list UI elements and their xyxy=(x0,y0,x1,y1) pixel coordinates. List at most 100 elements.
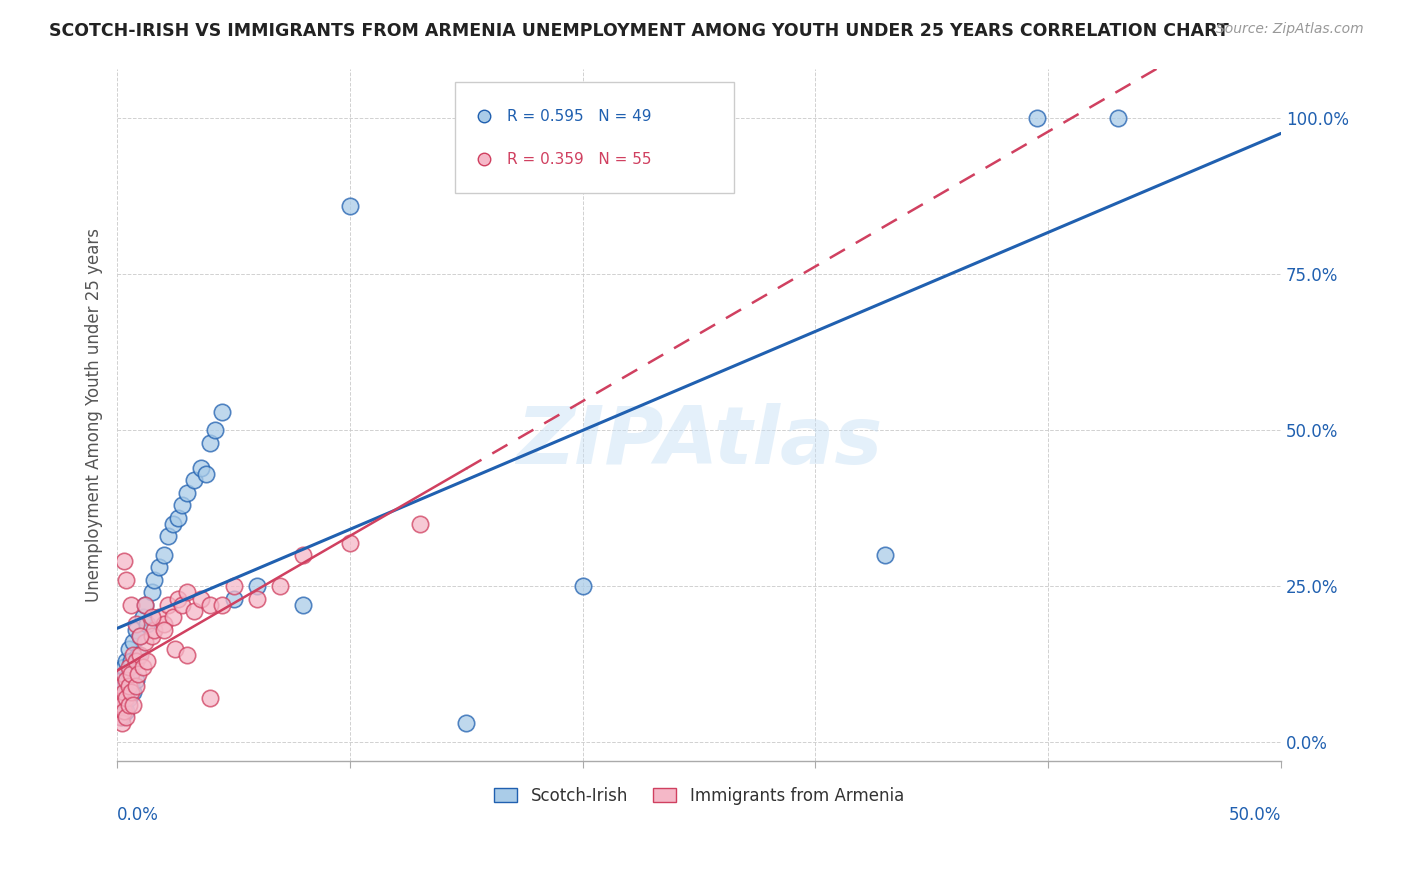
Point xyxy=(200,691,222,706)
Point xyxy=(292,548,315,562)
Point xyxy=(200,435,222,450)
Point xyxy=(127,666,149,681)
Point xyxy=(176,648,198,662)
Point xyxy=(129,648,152,662)
Point xyxy=(120,654,142,668)
Point xyxy=(112,698,135,712)
Point xyxy=(115,691,138,706)
Point xyxy=(200,598,222,612)
Point xyxy=(148,560,170,574)
Point xyxy=(118,698,141,712)
Point xyxy=(246,591,269,606)
Point xyxy=(111,698,134,712)
Point xyxy=(183,604,205,618)
Text: R = 0.359   N = 55: R = 0.359 N = 55 xyxy=(508,152,651,167)
Point xyxy=(152,548,174,562)
Point xyxy=(111,710,134,724)
Point xyxy=(204,423,226,437)
Point xyxy=(125,623,148,637)
Point xyxy=(165,641,187,656)
Point xyxy=(141,585,163,599)
Point xyxy=(172,498,194,512)
Text: R = 0.595   N = 49: R = 0.595 N = 49 xyxy=(508,109,651,124)
Point xyxy=(211,598,233,612)
Point xyxy=(125,679,148,693)
Point xyxy=(122,635,145,649)
Point xyxy=(111,679,134,693)
Point xyxy=(148,610,170,624)
Point xyxy=(129,629,152,643)
Point xyxy=(112,685,135,699)
Point xyxy=(118,691,141,706)
Point xyxy=(118,641,141,656)
Point xyxy=(112,554,135,568)
Point xyxy=(132,610,155,624)
Point xyxy=(125,673,148,687)
Point xyxy=(112,704,135,718)
Point xyxy=(246,579,269,593)
Point xyxy=(122,685,145,699)
Point xyxy=(118,679,141,693)
Point xyxy=(166,510,188,524)
Point xyxy=(190,591,212,606)
Point xyxy=(157,529,180,543)
Text: 50.0%: 50.0% xyxy=(1229,805,1281,824)
Point xyxy=(112,666,135,681)
Point xyxy=(292,598,315,612)
Point xyxy=(136,654,159,668)
Point xyxy=(108,691,131,706)
Point xyxy=(115,673,138,687)
Point xyxy=(176,585,198,599)
Point xyxy=(129,629,152,643)
Point xyxy=(115,704,138,718)
Point xyxy=(120,685,142,699)
Point xyxy=(108,710,131,724)
Point xyxy=(157,598,180,612)
Point xyxy=(127,648,149,662)
Point xyxy=(222,579,245,593)
Point xyxy=(162,516,184,531)
Point xyxy=(115,654,138,668)
Text: SCOTCH-IRISH VS IMMIGRANTS FROM ARMENIA UNEMPLOYMENT AMONG YOUTH UNDER 25 YEARS : SCOTCH-IRISH VS IMMIGRANTS FROM ARMENIA … xyxy=(49,22,1229,40)
Point xyxy=(409,516,432,531)
Point xyxy=(152,616,174,631)
Point xyxy=(143,573,166,587)
Point xyxy=(190,460,212,475)
Point xyxy=(134,598,156,612)
Point xyxy=(115,573,138,587)
Y-axis label: Unemployment Among Youth under 25 years: Unemployment Among Youth under 25 years xyxy=(86,227,103,602)
Point xyxy=(125,654,148,668)
Point xyxy=(115,685,138,699)
Legend: Scotch-Irish, Immigrants from Armenia: Scotch-Irish, Immigrants from Armenia xyxy=(488,780,911,812)
FancyBboxPatch shape xyxy=(454,82,734,194)
Point xyxy=(162,610,184,624)
Point xyxy=(136,616,159,631)
Point xyxy=(134,635,156,649)
Point xyxy=(122,648,145,662)
Point xyxy=(571,579,593,593)
Point xyxy=(269,579,291,593)
Point xyxy=(120,598,142,612)
Point xyxy=(143,623,166,637)
Point xyxy=(211,404,233,418)
Text: ZIPAtlas: ZIPAtlas xyxy=(516,403,882,482)
Point xyxy=(456,716,478,731)
Text: Source: ZipAtlas.com: Source: ZipAtlas.com xyxy=(1216,22,1364,37)
Point xyxy=(112,679,135,693)
Point xyxy=(141,610,163,624)
Point xyxy=(122,698,145,712)
Point xyxy=(183,473,205,487)
Point xyxy=(118,660,141,674)
Point xyxy=(134,598,156,612)
Point xyxy=(120,679,142,693)
Point xyxy=(112,660,135,674)
Point xyxy=(339,535,361,549)
Point xyxy=(132,660,155,674)
Point xyxy=(125,616,148,631)
Point xyxy=(172,598,194,612)
Point xyxy=(111,673,134,687)
Text: 0.0%: 0.0% xyxy=(117,805,159,824)
Point xyxy=(222,591,245,606)
Point xyxy=(115,710,138,724)
Point xyxy=(875,548,897,562)
